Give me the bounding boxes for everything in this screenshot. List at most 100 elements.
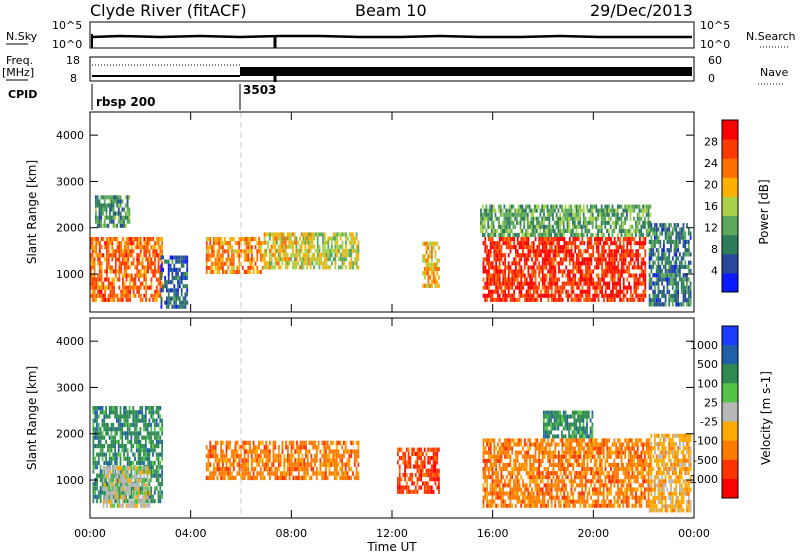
- data-cell: [112, 439, 115, 444]
- data-cell: [418, 451, 421, 456]
- data-cell: [522, 241, 524, 246]
- data-cell: [122, 293, 124, 298]
- data-cell: [507, 208, 509, 213]
- data-cell: [586, 245, 589, 250]
- data-cell: [238, 458, 241, 463]
- data-cell: [526, 224, 529, 229]
- data-cell: [543, 281, 546, 286]
- data-cell: [585, 249, 587, 254]
- data-cell: [552, 241, 555, 246]
- data-cell: [254, 466, 257, 472]
- data-cell: [513, 245, 515, 250]
- data-cell: [608, 208, 610, 213]
- data-cell: [513, 237, 515, 242]
- data-cell: [229, 445, 231, 450]
- data-cell: [105, 477, 107, 482]
- data-cell: [327, 240, 330, 245]
- data-cell: [118, 277, 121, 282]
- data-cell: [281, 232, 284, 237]
- data-cell: [329, 265, 331, 270]
- data-cell: [96, 486, 98, 491]
- data-cell: [236, 249, 239, 254]
- data-cell: [640, 273, 643, 278]
- data-cell: [425, 241, 428, 246]
- data-cell: [304, 240, 307, 245]
- data-cell: [516, 237, 519, 242]
- data-cell: [622, 277, 625, 282]
- data-cell: [670, 281, 672, 286]
- data-cell: [486, 487, 488, 492]
- data-cell: [283, 232, 285, 237]
- data-cell: [161, 427, 163, 432]
- data-cell: [95, 203, 97, 208]
- data-cell: [323, 261, 326, 266]
- data-cell: [144, 414, 147, 419]
- data-cell: [585, 297, 587, 302]
- data-cell: [121, 444, 124, 449]
- data-cell: [103, 215, 106, 220]
- data-cell: [664, 293, 667, 299]
- data-cell: [581, 273, 584, 278]
- data-cell: [330, 449, 333, 454]
- data-cell: [579, 261, 582, 266]
- data-cell: [328, 453, 331, 459]
- data-cell: [523, 293, 526, 298]
- data-cell: [118, 261, 121, 266]
- data-cell: [621, 257, 623, 262]
- data-cell: [635, 257, 638, 262]
- data-cell: [155, 406, 158, 411]
- data-cell: [330, 244, 333, 249]
- data-cell: [290, 453, 293, 459]
- data-cell: [132, 241, 135, 246]
- nave-tick-top: 60: [708, 54, 722, 67]
- data-cell: [211, 261, 213, 266]
- data-cell: [114, 444, 116, 449]
- data-cell: [350, 232, 353, 237]
- data-cell: [269, 232, 271, 237]
- data-cell: [130, 486, 133, 491]
- data-cell: [488, 458, 490, 463]
- data-cell: [119, 482, 122, 487]
- data-cell: [123, 253, 126, 258]
- data-cell: [432, 477, 435, 482]
- data-cell: [537, 232, 540, 237]
- data-cell: [618, 216, 621, 221]
- data-cell: [546, 232, 549, 237]
- data-cell: [147, 237, 149, 242]
- data-cell: [104, 474, 107, 479]
- data-cell: [162, 267, 165, 272]
- data-cell: [159, 257, 162, 262]
- data-cell: [601, 245, 603, 250]
- data-cell: [97, 281, 99, 286]
- data-cell: [91, 293, 94, 298]
- data-cell: [297, 261, 300, 266]
- data-cell: [139, 241, 142, 246]
- data-cell: [317, 471, 320, 476]
- data-cell: [97, 422, 100, 428]
- data-cell: [117, 203, 120, 208]
- data-cell: [241, 471, 244, 476]
- data-cell: [555, 204, 558, 209]
- data-cell: [130, 422, 133, 428]
- data-cell: [249, 269, 251, 274]
- data-cell: [220, 475, 222, 481]
- data-cell: [637, 281, 639, 286]
- data-cell: [137, 460, 140, 466]
- data-cell: [171, 271, 174, 276]
- data-cell: [520, 277, 523, 282]
- data-cell: [546, 212, 549, 217]
- data-cell: [613, 285, 616, 290]
- data-cell: [430, 464, 433, 469]
- data-cell: [148, 499, 151, 504]
- data-cell: [141, 410, 144, 415]
- data-cell: [352, 261, 354, 266]
- data-cell: [111, 277, 114, 282]
- data-cell: [555, 216, 558, 221]
- data-cell: [144, 499, 147, 504]
- data-cell: [114, 253, 117, 258]
- data-cell: [152, 297, 155, 302]
- data-cell: [438, 472, 440, 478]
- colorbar-swatch: [722, 120, 738, 140]
- data-cell: [293, 252, 296, 257]
- data-cell: [100, 195, 103, 200]
